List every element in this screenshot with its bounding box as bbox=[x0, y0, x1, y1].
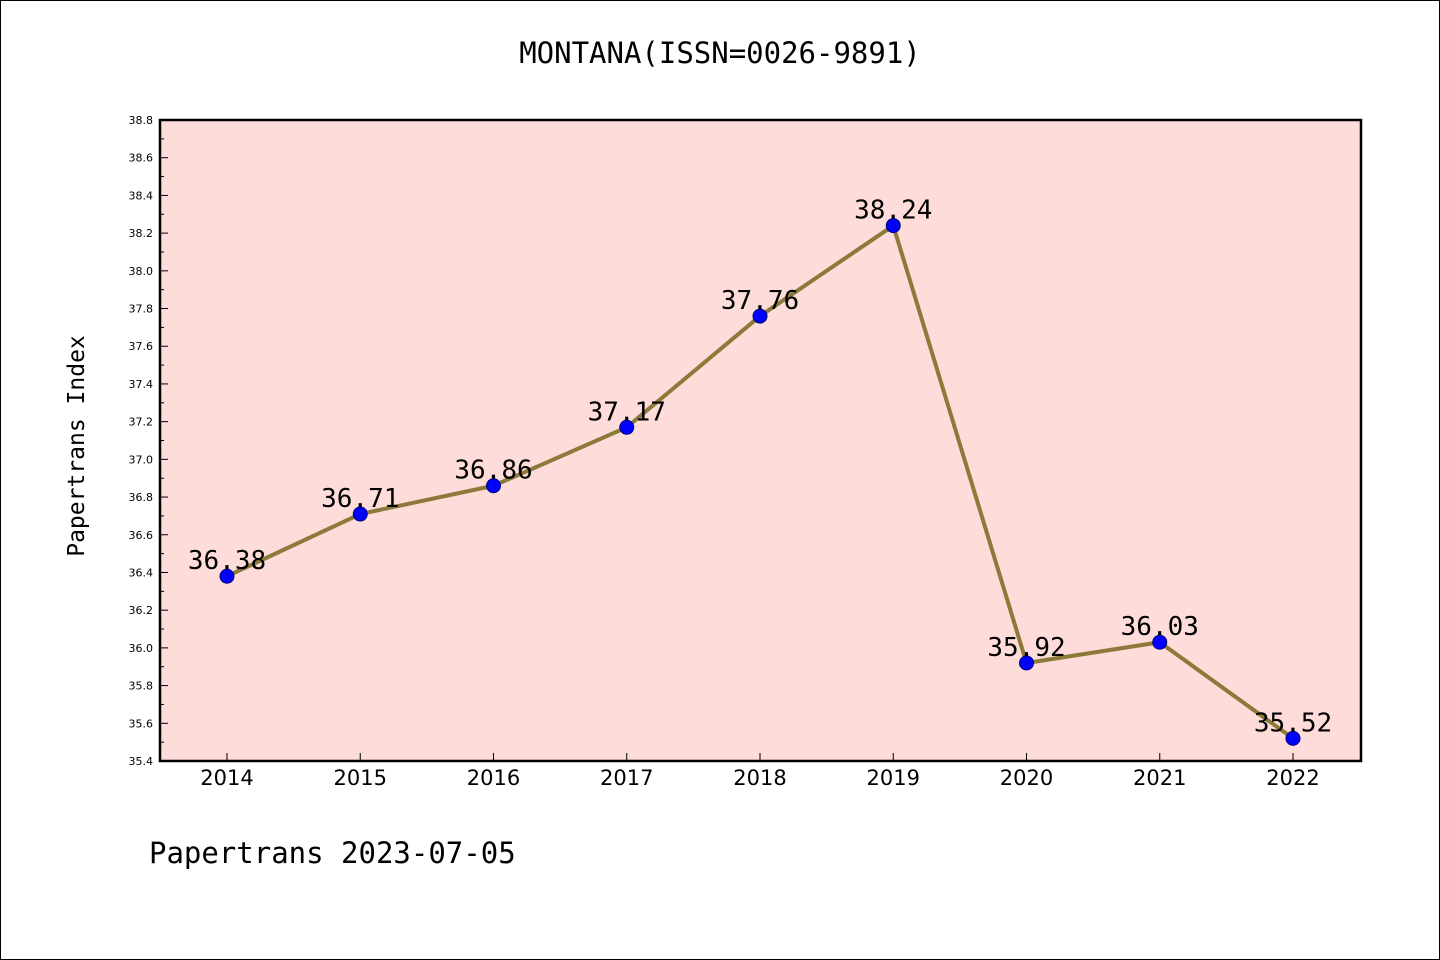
data-label: 37.17 bbox=[588, 397, 666, 427]
y-tick-label: 35.8 bbox=[129, 680, 154, 693]
y-tick-label: 38.4 bbox=[129, 189, 154, 202]
data-label: 35.92 bbox=[987, 633, 1065, 663]
y-tick-label: 37.8 bbox=[129, 303, 154, 316]
data-label: 36.38 bbox=[188, 546, 266, 576]
data-point bbox=[752, 308, 768, 324]
chart-title: MONTANA(ISSN=0026-9891) bbox=[519, 36, 921, 70]
data-point bbox=[1019, 655, 1034, 671]
y-tick-label: 36.4 bbox=[129, 566, 154, 579]
y-tick-label: 36.6 bbox=[129, 529, 154, 542]
y-tick-label: 38.0 bbox=[129, 265, 154, 278]
x-tick-label: 2017 bbox=[600, 766, 653, 790]
y-axis: 35.4 35.6 35.8 36.0 36.2 36.4 36.6 36.8 37.0 37.2… bbox=[129, 114, 168, 768]
data-point bbox=[1152, 634, 1168, 650]
y-tick-label: 36.0 bbox=[129, 642, 154, 655]
y-tick-label: 37.6 bbox=[129, 340, 154, 353]
data-point bbox=[352, 506, 368, 522]
x-tick-label: 2018 bbox=[733, 766, 786, 790]
y-tick-label: 35.4 bbox=[129, 755, 154, 768]
x-tick-label: 2022 bbox=[1266, 766, 1319, 790]
footer-credit: Papertrans 2023-07-05 bbox=[149, 836, 516, 870]
data-point bbox=[619, 419, 635, 435]
data-point bbox=[219, 568, 235, 584]
data-label: 35.52 bbox=[1254, 708, 1332, 738]
y-tick-label: 36.2 bbox=[129, 604, 154, 617]
x-tick-label: 2021 bbox=[1133, 766, 1186, 790]
y-tick-label: 37.4 bbox=[129, 378, 154, 391]
data-labels: 36.38 36.71 36.86 37.17 37.76 38.24 35.92 36.03… bbox=[188, 196, 1332, 739]
x-axis: 2014 2015 2016 2017 2018 2019 2020 2021 2022 bbox=[200, 753, 1320, 790]
plot-border bbox=[158, 118, 1363, 763]
y-tick-label: 38.6 bbox=[129, 152, 154, 165]
y-tick-label: 35.6 bbox=[129, 717, 154, 730]
data-label: 38.24 bbox=[854, 196, 932, 226]
x-tick-label: 2014 bbox=[200, 766, 253, 790]
x-tick-label: 2020 bbox=[1000, 766, 1053, 790]
data-markers bbox=[219, 218, 1301, 746]
y-tick-label: 37.2 bbox=[129, 416, 154, 429]
y-tick-label: 38.2 bbox=[129, 227, 154, 240]
data-point bbox=[1285, 730, 1301, 746]
data-point bbox=[486, 478, 501, 494]
x-tick-label: 2015 bbox=[334, 766, 387, 790]
data-label: 37.76 bbox=[721, 286, 799, 316]
data-point bbox=[885, 218, 901, 234]
y-tick-label: 37.0 bbox=[129, 453, 154, 466]
y-tick-label: 36.8 bbox=[129, 491, 154, 504]
x-tick-label: 2016 bbox=[467, 766, 520, 790]
data-label: 36.71 bbox=[321, 484, 399, 514]
x-tick-label: 2019 bbox=[867, 766, 920, 790]
y-tick-label: 38.8 bbox=[129, 114, 154, 127]
data-label: 36.03 bbox=[1121, 612, 1199, 642]
data-label: 36.86 bbox=[454, 456, 532, 486]
plot-area bbox=[160, 120, 1361, 761]
